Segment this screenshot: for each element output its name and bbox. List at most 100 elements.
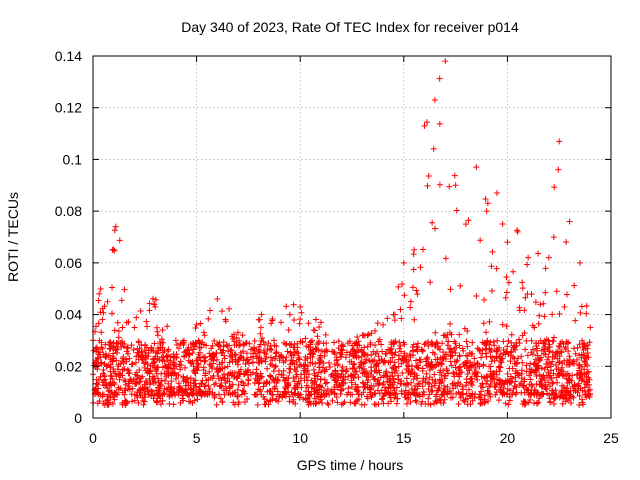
roti-peak-point: [214, 296, 221, 303]
roti-point: [417, 359, 424, 366]
roti-point: [478, 388, 485, 395]
roti-point: [185, 392, 192, 399]
roti-point: [516, 340, 523, 347]
roti-point: [181, 353, 188, 360]
roti-point: [340, 380, 347, 387]
roti-point: [487, 349, 494, 356]
roti-point: [410, 251, 417, 258]
roti-point: [587, 386, 594, 393]
roti-point: [395, 372, 402, 379]
roti-point: [181, 388, 188, 395]
roti-point: [565, 361, 572, 368]
roti-point: [221, 391, 228, 398]
roti-point: [294, 391, 301, 398]
roti-point: [410, 389, 417, 396]
roti-point: [539, 391, 546, 398]
roti-point: [110, 365, 117, 372]
roti-point: [185, 351, 192, 358]
roti-point: [476, 363, 483, 370]
roti-point: [505, 279, 512, 286]
roti-point: [440, 349, 447, 356]
roti-point: [549, 338, 556, 345]
roti-point: [338, 353, 345, 360]
roti-point: [190, 346, 197, 353]
roti-point: [519, 359, 526, 366]
roti-point: [111, 381, 118, 388]
roti-point: [119, 401, 126, 408]
roti-point: [291, 378, 298, 385]
roti-point: [469, 397, 476, 404]
roti-point: [379, 395, 386, 402]
roti-point: [185, 379, 192, 386]
roti-point: [414, 385, 421, 392]
roti-point: [128, 391, 135, 398]
roti-peak-point: [587, 324, 594, 331]
roti-point: [451, 172, 458, 179]
roti-point: [115, 334, 122, 341]
roti-point: [407, 304, 414, 311]
roti-point: [563, 375, 570, 382]
roti-point: [507, 379, 514, 386]
roti-point: [543, 372, 550, 379]
roti-point: [153, 349, 160, 356]
roti-point: [512, 346, 519, 353]
roti-point: [477, 237, 484, 244]
roti-peak-point: [473, 164, 480, 171]
roti-point: [234, 392, 241, 399]
roti-point: [495, 397, 502, 404]
roti-point: [375, 377, 382, 384]
roti-point: [187, 375, 194, 382]
roti-point: [397, 343, 404, 350]
roti-point: [375, 353, 382, 360]
roti-point: [485, 398, 492, 405]
roti-point: [484, 200, 491, 207]
roti-point: [463, 338, 470, 345]
roti-point: [146, 307, 153, 314]
roti-point: [213, 366, 220, 373]
roti-point: [104, 298, 111, 305]
roti-point: [347, 399, 354, 406]
roti-point: [111, 396, 118, 403]
roti-point: [270, 368, 277, 375]
roti-point: [467, 359, 474, 366]
plot-frame: [92, 55, 612, 419]
roti-point: [97, 309, 104, 316]
roti-point: [291, 366, 298, 373]
roti-point: [151, 359, 158, 366]
roti-point: [298, 362, 305, 369]
roti-point: [141, 364, 148, 371]
roti-point: [234, 386, 241, 393]
roti-point: [303, 382, 310, 389]
roti-point: [278, 371, 285, 378]
roti-point: [477, 400, 484, 407]
roti-point: [584, 362, 591, 369]
roti-point: [345, 373, 352, 380]
roti-point: [361, 365, 368, 372]
roti-point: [461, 398, 468, 405]
roti-point: [153, 324, 160, 331]
roti-point: [195, 364, 202, 371]
roti-point: [189, 358, 196, 365]
roti-point: [571, 345, 578, 352]
roti-point: [509, 375, 516, 382]
roti-point: [133, 314, 140, 321]
roti-point: [422, 375, 429, 382]
roti-point: [566, 372, 573, 379]
roti-point: [442, 332, 449, 339]
roti-point: [131, 397, 138, 404]
roti-point: [511, 360, 518, 367]
roti-point: [231, 373, 238, 380]
roti-point: [141, 391, 148, 398]
x-tick-label: 0: [89, 430, 97, 446]
roti-point: [528, 337, 535, 344]
roti-point: [560, 395, 567, 402]
roti-point: [486, 345, 493, 352]
roti-point: [350, 361, 357, 368]
roti-point: [209, 375, 216, 382]
roti-point: [285, 326, 292, 333]
roti-point: [200, 366, 207, 373]
roti-point: [328, 371, 335, 378]
roti-point: [505, 338, 512, 345]
roti-point: [572, 317, 579, 324]
roti-point: [367, 389, 374, 396]
